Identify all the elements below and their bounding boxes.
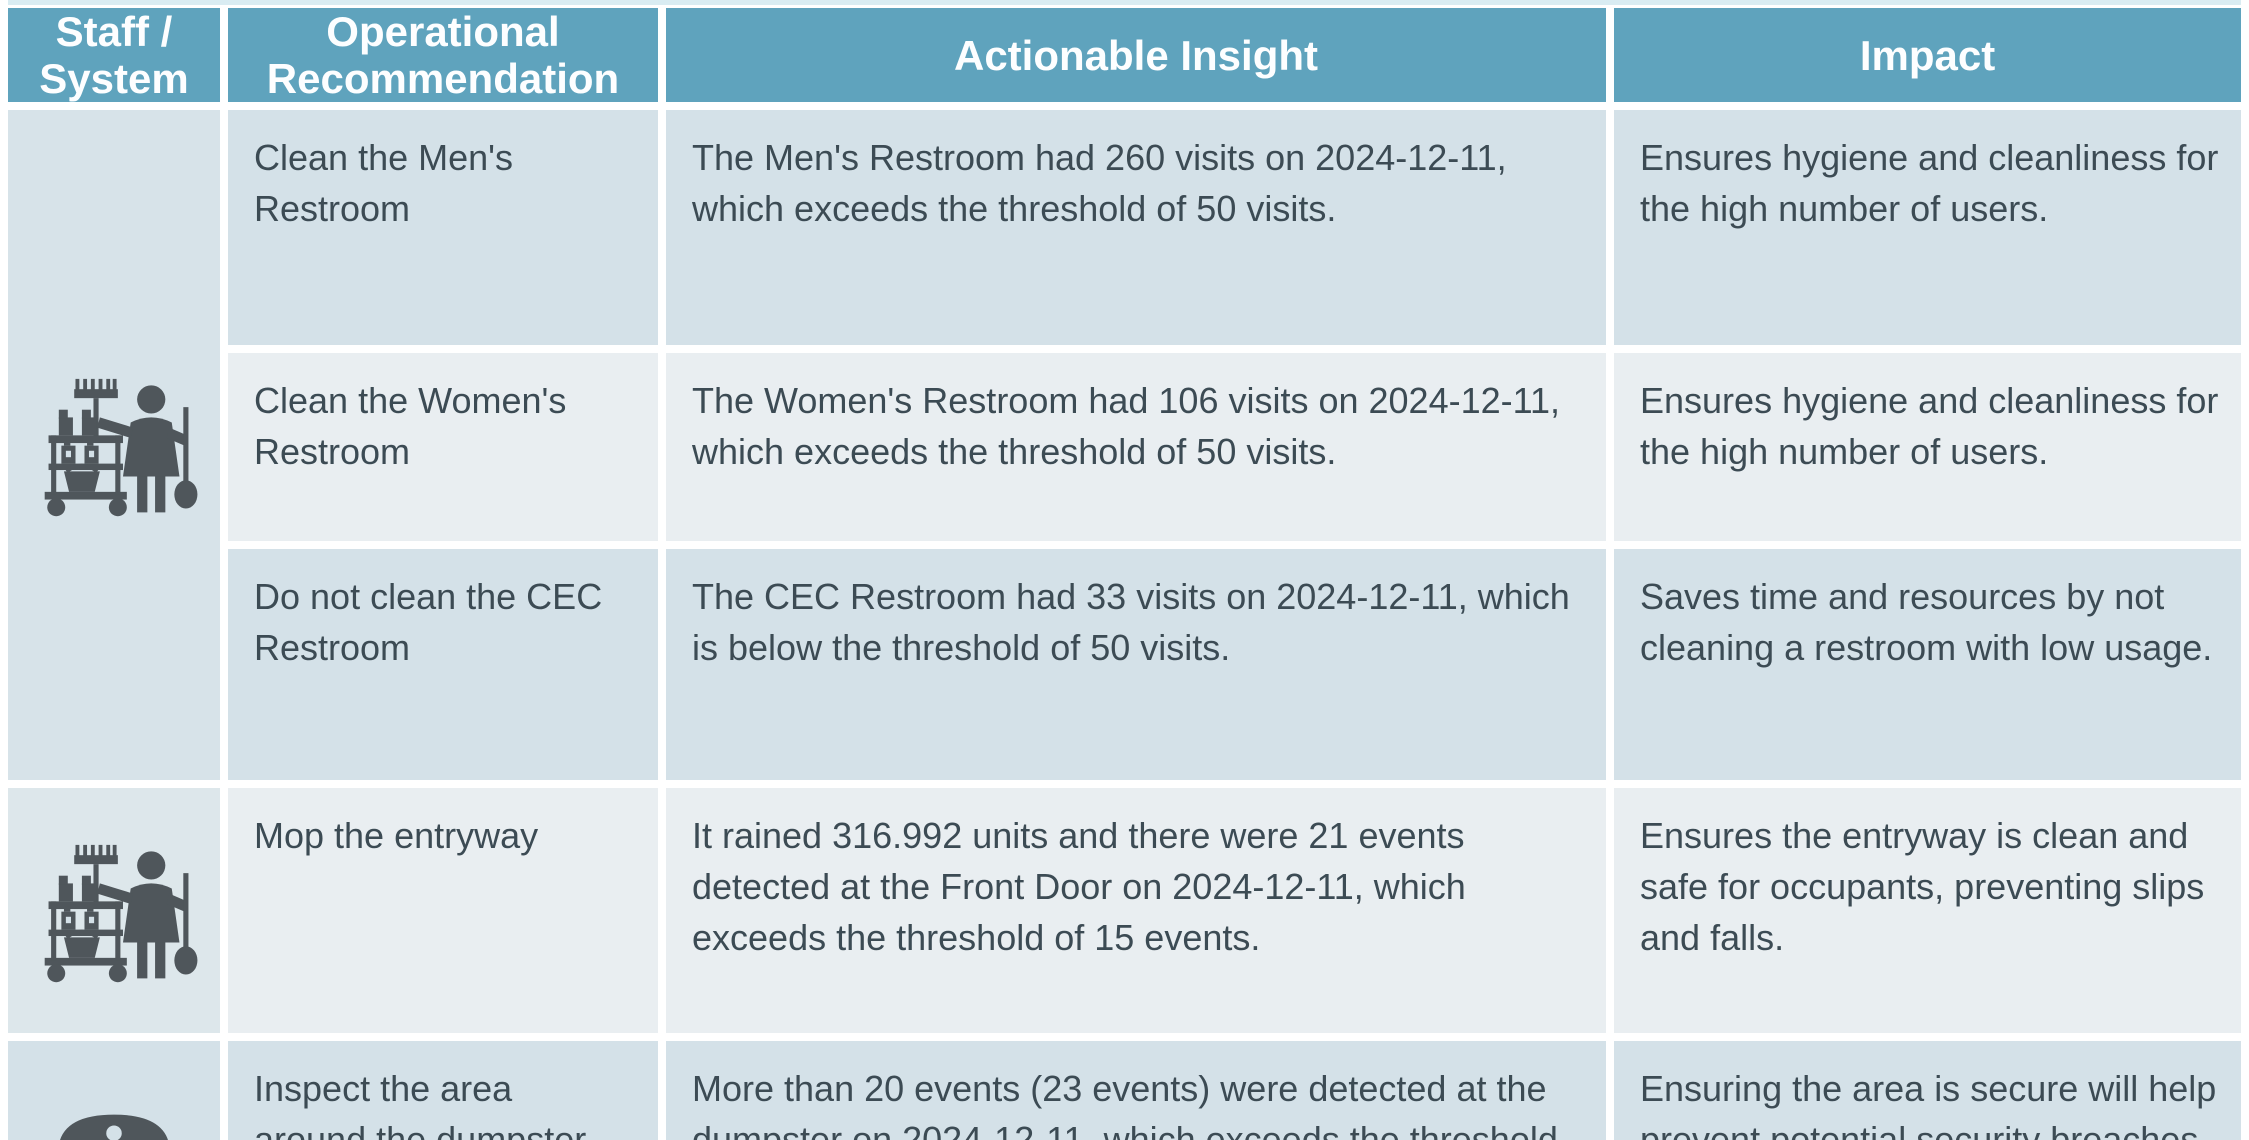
table-top-edge — [8, 0, 2241, 5]
col-header-actionable-insight: Actionable Insight — [666, 8, 1606, 103]
recommendation-cell: Mop the entryway — [228, 788, 658, 1034]
recommendation-cell: Do not clean the CEC Restroom — [228, 549, 658, 781]
col-header-impact: Impact — [1614, 8, 2241, 103]
table-row: Do not clean the CEC Restroom The CEC Re… — [8, 549, 2241, 781]
table-row: Clean the Men's Restroom The Men's Restr… — [8, 110, 2241, 781]
impact-cell: Ensures hygiene and cleanliness for the … — [1614, 353, 2241, 542]
staff-icon-cell — [8, 788, 220, 1034]
table-row: Clean the Women's Restroom The Women's R… — [8, 353, 2241, 542]
cleaner-icon — [44, 378, 198, 517]
header-row: Staff / System Operational Recommendatio… — [8, 8, 2241, 103]
security-guard-icon — [59, 1114, 169, 1140]
table-row: Mop the entryway It rained 316.992 units… — [8, 788, 2241, 1034]
recommendation-cell: Clean the Men's Restroom — [228, 110, 658, 346]
impact-cell: Ensures hygiene and cleanliness for the … — [1614, 110, 2241, 346]
recommendation-cell: Inspect the area around the dumpster — [228, 1041, 658, 1140]
impact-cell: Ensures the entryway is clean and safe f… — [1614, 788, 2241, 1034]
recommendation-cell: Clean the Women's Restroom — [228, 353, 658, 542]
col-header-staff-system: Staff / System — [8, 8, 220, 103]
table-row: Inspect the area around the dumpster Mor… — [8, 1041, 2241, 1140]
col-header-operational-recommendation: Operational Recommendation — [228, 8, 658, 103]
impact-cell: Ensuring the area is secure will help pr… — [1614, 1041, 2241, 1140]
impact-cell: Saves time and resources by not cleaning… — [1614, 549, 2241, 781]
insight-cell: More than 20 events (23 events) were det… — [666, 1041, 1606, 1140]
insight-cell: The Men's Restroom had 260 visits on 202… — [666, 110, 1606, 346]
staff-icon-cell — [8, 110, 220, 781]
insight-cell: The Women's Restroom had 106 visits on 2… — [666, 353, 1606, 542]
cleaner-icon — [44, 844, 198, 982]
insight-cell: The CEC Restroom had 33 visits on 2024-1… — [666, 549, 1606, 781]
staff-icon-cell — [8, 1041, 220, 1140]
insight-cell: It rained 316.992 units and there were 2… — [666, 788, 1606, 1034]
